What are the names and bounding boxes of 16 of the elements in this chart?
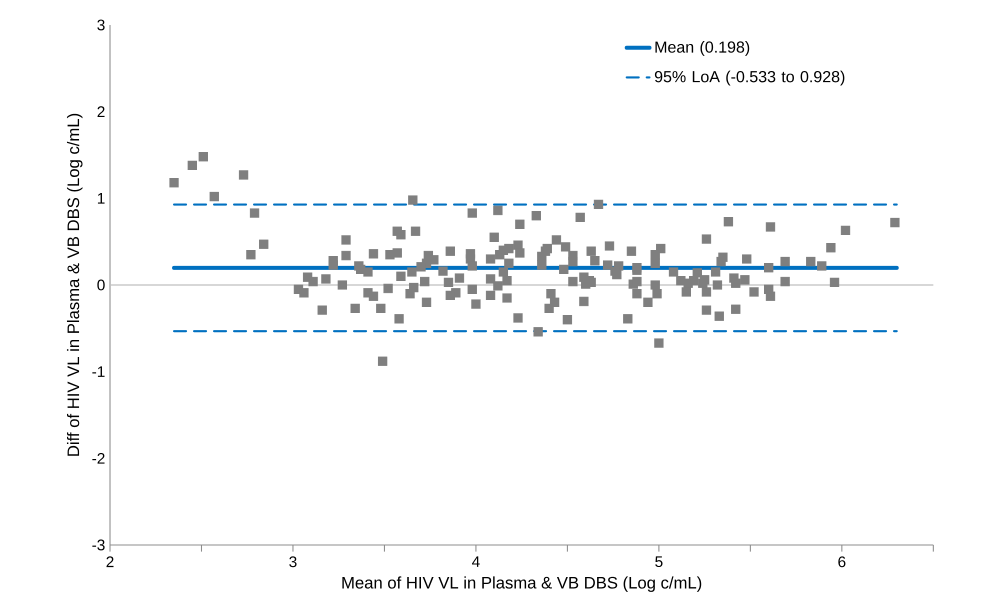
y-tick-label: -1 [92,366,105,377]
y-tick-label: 1 [98,193,105,204]
y-tick-label: 2 [98,106,105,118]
legend-label: 95% LoA (-0.533 to 0.928) [654,70,844,86]
legend-label: Mean (0.198) [655,41,750,56]
y-tick-label: 3 [97,20,105,30]
x-tick-label: 3 [289,556,297,568]
y-tick-label: -2 [92,452,105,464]
x-tick-label: 4 [472,556,480,567]
x-axis-title: Mean of HIV VL in Plasma & VB DBS (Log c/mL) [342,576,702,592]
y-axis-title: Diff of HIV VL in Plasma & VB DBS (Log c/mL) [66,114,82,456]
y-tick-label: -3 [92,540,105,550]
x-tick-label: 5 [655,556,663,568]
y-tick-label: 0 [97,280,105,290]
x-tick-label: 6 [838,556,846,568]
x-tick-label: 2 [106,556,114,568]
